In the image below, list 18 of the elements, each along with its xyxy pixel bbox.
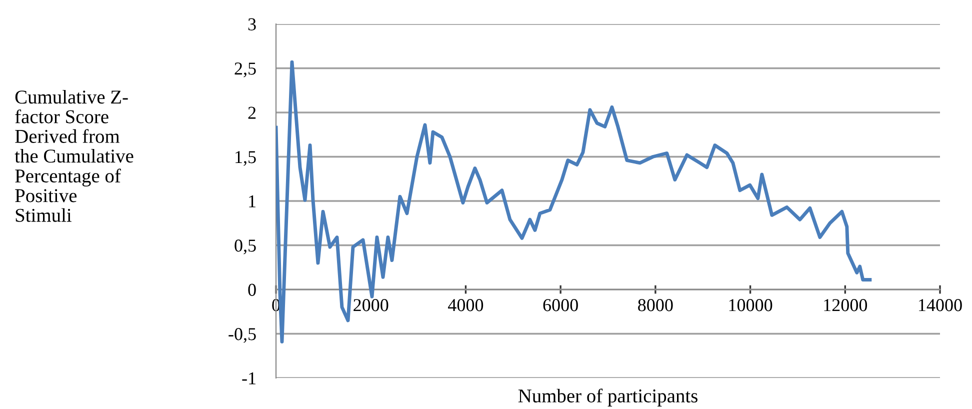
- y-tick-label: 0: [248, 284, 256, 296]
- y-tick-label: 2: [248, 106, 256, 119]
- y-tick-label: 1,5: [236, 151, 256, 166]
- y-axis-title: Cumulative Z- factor Score Derived from the Cumulative Percentage of Positive Stimuli: [14, 90, 134, 222]
- x-tick-label: 6000: [543, 299, 578, 312]
- y-tick-label: 1: [249, 195, 256, 208]
- x-tick-label: 4000: [448, 299, 484, 312]
- x-tick-label: 14000: [919, 299, 962, 312]
- x-axis-title: Number of participants: [518, 388, 698, 406]
- y-tick-label: 0,5: [234, 240, 256, 254]
- x-tick-label: 12000: [824, 299, 868, 312]
- x-tick-label: 8000: [638, 299, 673, 312]
- y-tick-label: 2,5: [234, 62, 256, 78]
- x-tick-label: 2000: [354, 299, 388, 312]
- y-tick-label: -0,5: [228, 328, 256, 343]
- y-tick-label: 3: [248, 18, 256, 30]
- y-tick-label: -1: [242, 372, 256, 384]
- x-tick-label: 10000: [729, 299, 772, 312]
